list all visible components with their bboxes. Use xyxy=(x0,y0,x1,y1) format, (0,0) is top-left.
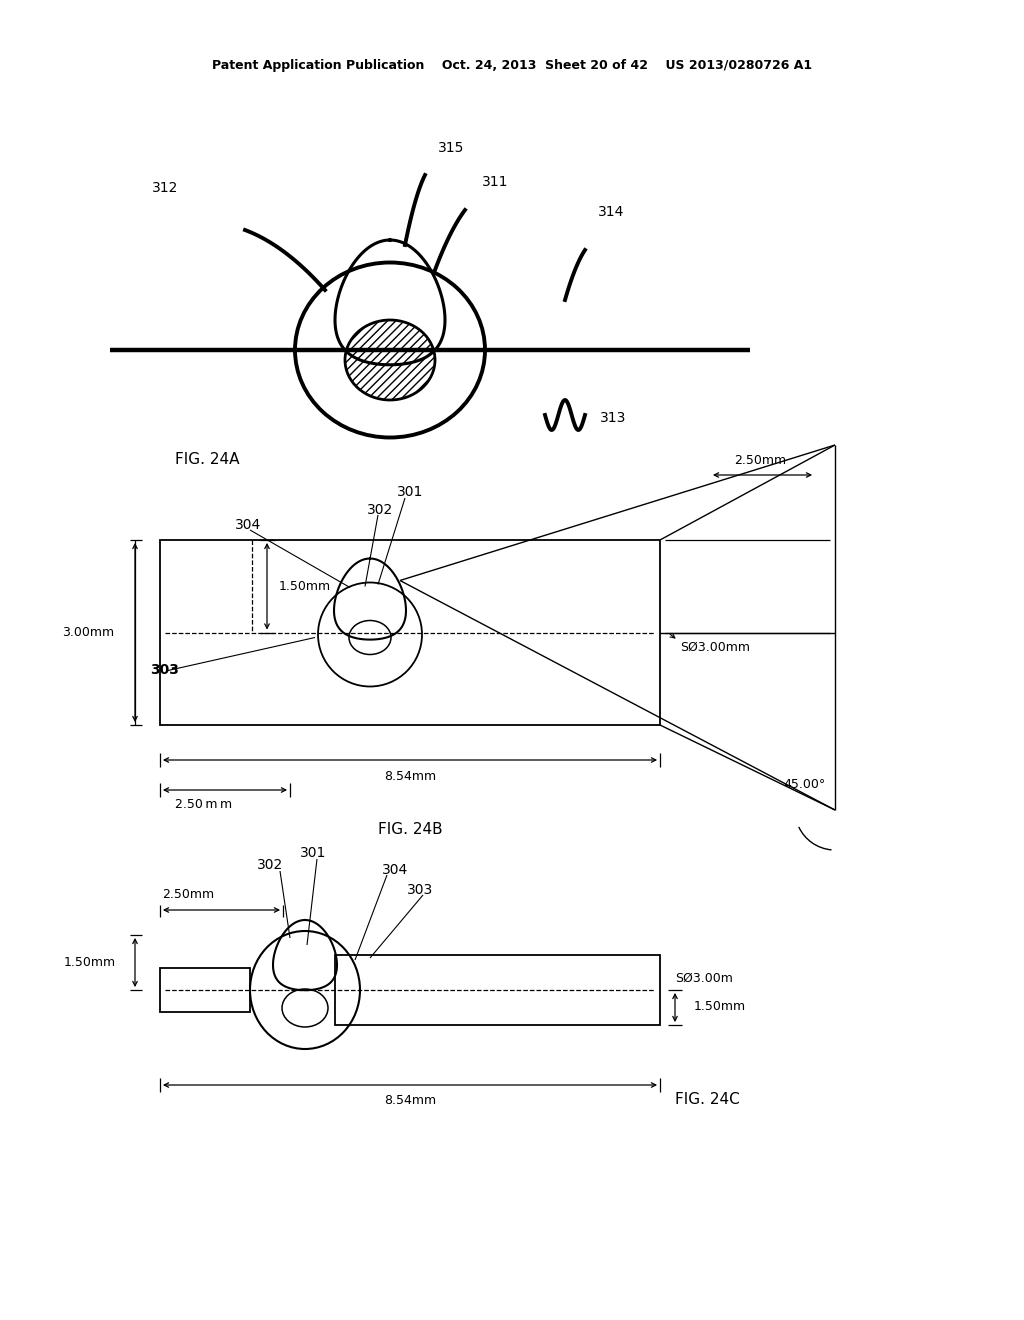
Text: 303: 303 xyxy=(150,664,179,677)
Text: 312: 312 xyxy=(152,181,178,195)
Bar xyxy=(160,540,660,725)
Text: FIG. 24A: FIG. 24A xyxy=(175,453,240,467)
Text: 45.00°: 45.00° xyxy=(784,779,826,792)
Text: 8.54mm: 8.54mm xyxy=(384,1093,436,1106)
Text: 2.50mm: 2.50mm xyxy=(162,888,214,902)
Text: 311: 311 xyxy=(482,176,509,189)
Text: SØ3.00mm: SØ3.00mm xyxy=(680,642,750,653)
Text: FIG. 24C: FIG. 24C xyxy=(675,1093,739,1107)
Text: 315: 315 xyxy=(438,141,464,154)
Bar xyxy=(335,954,660,1026)
Text: FIG. 24B: FIG. 24B xyxy=(378,822,442,837)
Text: Patent Application Publication    Oct. 24, 2013  Sheet 20 of 42    US 2013/02807: Patent Application Publication Oct. 24, … xyxy=(212,58,812,71)
Text: 302: 302 xyxy=(257,858,283,873)
Text: 3.00mm: 3.00mm xyxy=(61,626,114,639)
Text: 304: 304 xyxy=(234,517,261,532)
Text: 304: 304 xyxy=(382,863,409,876)
Text: 2.50 m m: 2.50 m m xyxy=(175,799,232,812)
Bar xyxy=(160,968,250,1012)
Text: 301: 301 xyxy=(300,846,327,861)
Text: 303: 303 xyxy=(407,883,433,898)
Text: 301: 301 xyxy=(397,484,423,499)
Text: 314: 314 xyxy=(598,205,625,219)
Text: 302: 302 xyxy=(367,503,393,517)
Text: 8.54mm: 8.54mm xyxy=(384,771,436,784)
Text: 1.50mm: 1.50mm xyxy=(279,579,331,593)
Text: SØ3.00m: SØ3.00m xyxy=(675,972,733,985)
Text: 313: 313 xyxy=(600,411,627,425)
Text: 1.50mm: 1.50mm xyxy=(694,1001,746,1014)
Text: 2.50mm: 2.50mm xyxy=(734,454,786,466)
Text: 1.50mm: 1.50mm xyxy=(63,956,116,969)
